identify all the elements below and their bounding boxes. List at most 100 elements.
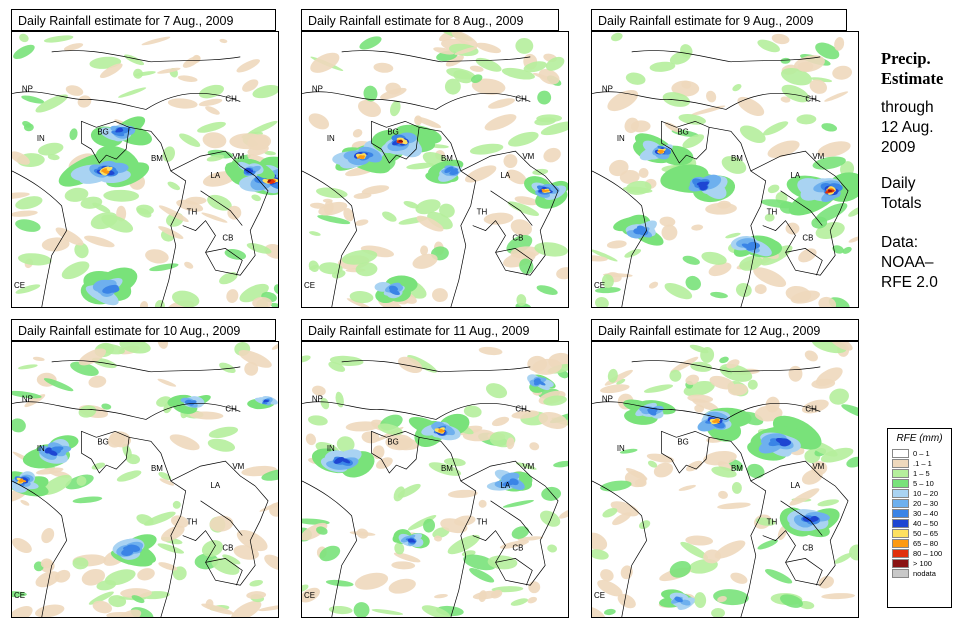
country-label-ce: CE	[304, 591, 315, 600]
country-label-ch: CH	[805, 95, 817, 104]
country-label-la: LA	[501, 171, 511, 180]
country-border	[81, 120, 130, 164]
rainfall-map-panel: Daily Rainfall estimate for 8 Aug., 2009…	[301, 9, 569, 308]
country-label-vm: VM	[232, 462, 244, 471]
country-label-np: NP	[602, 395, 613, 404]
country-label-th: TH	[767, 518, 778, 527]
country-label-in: IN	[327, 444, 335, 453]
legend-label: 40 – 50	[913, 518, 939, 528]
country-border	[592, 480, 647, 617]
country-label-ch: CH	[225, 95, 237, 104]
legend-row: > 100	[892, 558, 951, 568]
country-label-bg: BG	[97, 437, 108, 446]
panel-title: Daily Rainfall estimate for 11 Aug., 200…	[301, 319, 559, 341]
legend-row: 40 – 50	[892, 518, 951, 528]
legend-row: 5 – 10	[892, 478, 951, 488]
country-border	[592, 91, 821, 110]
legend-row: 1 – 5	[892, 468, 951, 478]
legend-label: 10 – 20	[913, 488, 939, 498]
country-label-np: NP	[602, 85, 613, 94]
country-label-vm: VM	[522, 152, 534, 161]
country-label-bg: BG	[677, 437, 688, 446]
country-border	[709, 126, 767, 307]
legend-label: 1 – 5	[913, 468, 930, 478]
country-border	[51, 50, 241, 63]
legend-row: 30 – 40	[892, 508, 951, 518]
legend-row: 65 – 80	[892, 538, 951, 548]
country-border	[302, 480, 357, 617]
legend-label: 30 – 40	[913, 508, 939, 518]
country-border	[495, 248, 533, 276]
country-border	[81, 430, 130, 474]
legend-swatch	[892, 568, 909, 578]
sidebar-end-date-day: 12 Aug.	[881, 119, 934, 136]
country-label-cb: CB	[222, 233, 233, 242]
country-border	[341, 360, 531, 373]
panel-title: Daily Rainfall estimate for 7 Aug., 2009	[11, 9, 276, 31]
rainfall-map: NP CH BG IN BM LA VM TH CB CE	[301, 31, 569, 308]
country-label-th: TH	[187, 518, 198, 527]
country-label-cb: CB	[512, 233, 523, 242]
country-border	[785, 248, 823, 276]
sidebar-daily: Daily	[881, 175, 916, 192]
rainfall-map: NP CH BG IN BM LA VM TH CB CE	[301, 341, 569, 618]
country-label-la: LA	[211, 171, 221, 180]
country-label-bg: BG	[97, 127, 108, 136]
legend-swatch	[892, 468, 909, 478]
country-label-in: IN	[617, 444, 625, 453]
legend-swatch	[892, 458, 909, 468]
legend-label: nodata	[913, 568, 936, 578]
sidebar-data-source: NOAA–	[881, 254, 934, 271]
panel-title: Daily Rainfall estimate for 10 Aug., 200…	[11, 319, 276, 341]
rainfall-map-svg: NP CH BG IN BM LA VM TH CB CE	[302, 346, 568, 617]
legend-swatch	[892, 488, 909, 498]
rainfall-map-panel: Daily Rainfall estimate for 7 Aug., 2009…	[11, 9, 279, 308]
sidebar-through: through	[881, 99, 934, 116]
country-border	[12, 91, 241, 110]
country-label-bm: BM	[441, 154, 453, 163]
sidebar-heading-estimate: Estimate	[881, 69, 944, 88]
country-label-bm: BM	[151, 154, 163, 163]
legend-row: 10 – 20	[892, 488, 951, 498]
country-label-cb: CB	[802, 233, 813, 242]
rainfall-map: NP CH BG IN BM LA VM TH CB CE	[591, 341, 859, 618]
country-border	[371, 120, 420, 164]
country-label-in: IN	[327, 134, 335, 143]
country-label-cb: CB	[512, 543, 523, 552]
legend-label: .1 – 1	[913, 458, 932, 468]
country-label-bg: BG	[387, 127, 398, 136]
legend-swatch	[892, 498, 909, 508]
country-border	[419, 436, 477, 617]
country-label-in: IN	[37, 134, 45, 143]
country-label-np: NP	[312, 85, 323, 94]
country-label-cb: CB	[802, 543, 813, 552]
country-label-ch: CH	[515, 405, 527, 414]
country-border	[200, 500, 243, 536]
rainfall-map-svg: NP CH BG IN BM LA VM TH CB CE	[12, 342, 278, 617]
legend-swatch	[892, 548, 909, 558]
country-border	[129, 126, 187, 307]
country-border	[631, 50, 821, 63]
sidebar-data-product: RFE 2.0	[881, 274, 938, 291]
legend-swatch	[892, 448, 909, 458]
legend-row: 50 – 65	[892, 528, 951, 538]
country-border	[785, 558, 823, 586]
country-border	[460, 150, 559, 276]
country-label-bm: BM	[151, 464, 163, 473]
country-border	[12, 170, 67, 307]
rainfall-map: NP CH BG IN BM LA VM TH CB CE	[11, 341, 279, 618]
country-border	[371, 430, 420, 474]
rainfall-map-svg: NP CH BG IN BM LA VM TH CB CE	[592, 32, 858, 307]
legend-row: 0 – 1	[892, 448, 951, 458]
rainfall-map: NP CH BG IN BM LA VM TH CB CE	[591, 31, 859, 308]
country-border	[205, 558, 243, 586]
country-label-in: IN	[617, 134, 625, 143]
country-label-vm: VM	[232, 152, 244, 161]
panel-title: Daily Rainfall estimate for 8 Aug., 2009	[301, 9, 559, 31]
country-label-in: IN	[37, 444, 45, 453]
legend-row: 80 – 100	[892, 548, 951, 558]
country-label-th: TH	[477, 518, 488, 527]
country-border	[12, 401, 241, 420]
country-border	[170, 150, 269, 276]
